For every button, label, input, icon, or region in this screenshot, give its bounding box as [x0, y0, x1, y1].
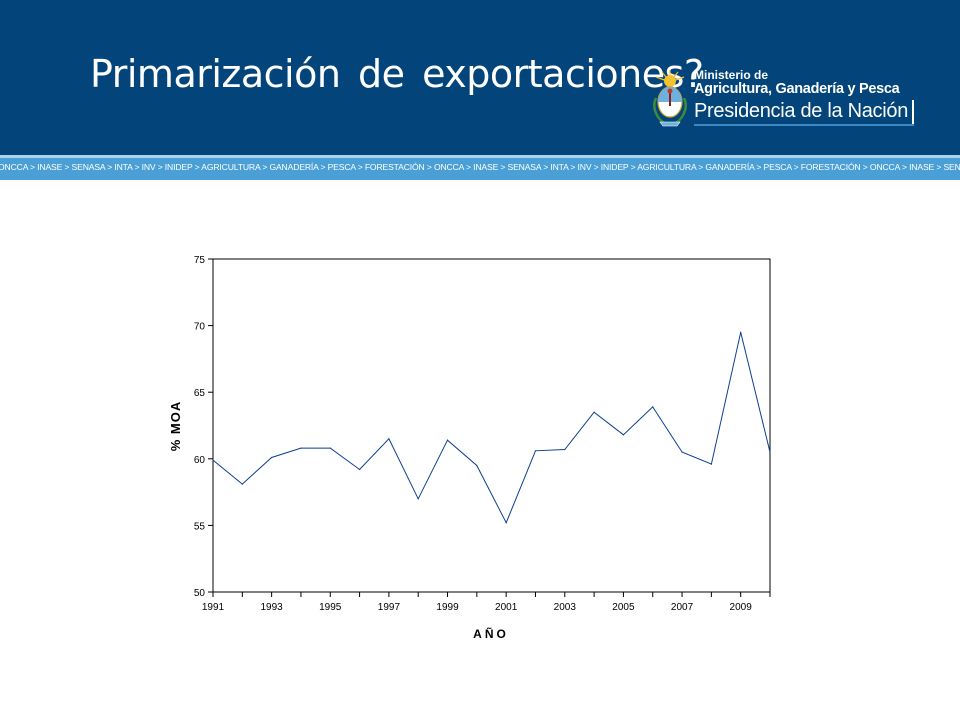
data-point [622, 434, 625, 436]
x-tick-label: 2003 [554, 602, 577, 613]
x-tick-label: 1995 [319, 602, 342, 613]
x-tick-label: 1991 [202, 602, 225, 613]
y-tick-label: 65 [194, 388, 206, 399]
ministry-logo: Ministerio de Agricultura, Ganadería y P… [650, 66, 920, 130]
x-tick-label: 1997 [378, 602, 401, 613]
data-point [564, 448, 566, 451]
chart-container: 50 55 60 65 70 75 1991 1993 1995 1997 1999 2001 200… [160, 245, 800, 655]
page-title: Primarización de exportaciones? [90, 52, 704, 96]
moa-line-chart: 50 55 60 65 70 75 1991 1993 1995 1997 1999 2001 200… [168, 255, 771, 641]
strip-highlight [0, 155, 960, 158]
data-point [212, 459, 214, 461]
plot-area [212, 258, 771, 593]
series-line [212, 332, 771, 524]
data-point [652, 406, 654, 408]
x-tick-label: 2007 [671, 602, 694, 613]
data-point [329, 447, 331, 449]
agency-ticker-strip: ONCCA > INASE > SENASA > INTA > INV > IN… [0, 155, 960, 180]
data-point [505, 522, 507, 524]
x-axis-label: AÑO [473, 626, 509, 641]
x-tick-label: 1993 [261, 602, 284, 613]
header-banner: Primarización de exportaciones? Minister… [0, 0, 960, 155]
data-point [740, 331, 742, 333]
x-tick-label: 1999 [436, 602, 459, 613]
logo-divider [912, 100, 914, 126]
y-tick-label: 70 [194, 322, 206, 333]
data-point [769, 451, 771, 453]
y-tick-label: 50 [194, 588, 206, 599]
x-tick-label: 2001 [495, 602, 518, 613]
x-tick-label: 2009 [730, 602, 753, 613]
y-axis-label: % MOA [168, 401, 183, 452]
data-point [710, 463, 712, 465]
data-point [476, 464, 478, 467]
data-point [241, 483, 243, 485]
data-point [388, 438, 390, 440]
logo-presidency: Presidencia de la Nación [694, 100, 909, 122]
data-point [681, 451, 683, 453]
data-point [271, 456, 273, 459]
logo-ministry-name: Agricultura, Ganadería y Pesca [694, 81, 900, 97]
x-tick-label: 2005 [612, 602, 635, 613]
data-point [417, 498, 419, 500]
y-tick-label: 75 [194, 255, 206, 266]
data-point [300, 447, 302, 449]
logo-underline [694, 124, 914, 126]
data-point [358, 468, 361, 471]
y-tick-label: 60 [194, 455, 206, 466]
agency-ticker-text: ONCCA > INASE > SENASA > INTA > INV > IN… [0, 162, 960, 172]
data-point [446, 439, 449, 441]
data-point [593, 411, 595, 413]
data-point [534, 450, 537, 452]
argentina-coat-of-arms-icon [653, 70, 687, 127]
y-tick-label: 55 [194, 521, 206, 532]
logo-ministry-line: Ministerio de [694, 68, 769, 82]
